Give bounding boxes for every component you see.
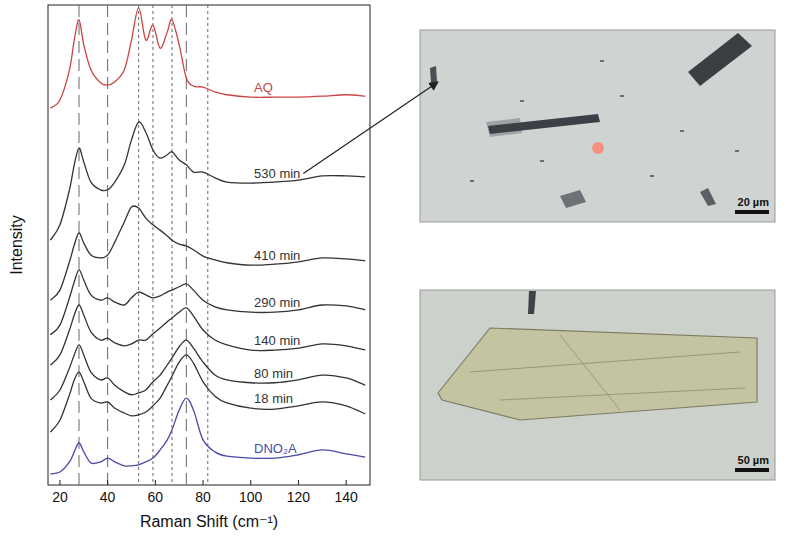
spectrum-line [50, 305, 365, 365]
x-axis-title: Raman Shift (cm⁻¹) [140, 513, 278, 530]
reference-line [107, 5, 108, 485]
pointer-arrow [303, 82, 438, 173]
series-label: DNO₂A [254, 441, 297, 456]
laser-spot [592, 142, 604, 154]
series-label: 290 min [254, 295, 300, 310]
spectrum-line [50, 355, 365, 432]
reference-line [138, 5, 139, 485]
debris [470, 180, 474, 182]
scale-bar-label: 50 µm [738, 454, 770, 466]
spectrum-line [50, 270, 365, 335]
x-tick-label: 100 [239, 489, 263, 505]
x-tick-label: 40 [100, 489, 116, 505]
photo-frame [420, 30, 775, 222]
reference-line [152, 5, 153, 485]
spectrum-line [50, 340, 365, 400]
x-tick [346, 480, 347, 485]
reference-line [79, 5, 80, 485]
x-tick [250, 480, 251, 485]
scale-bar [735, 468, 769, 472]
plot-frame [48, 5, 370, 485]
series-label: 530 min [254, 166, 300, 181]
reference-line [172, 5, 173, 485]
x-tick [59, 480, 60, 485]
crystal [528, 291, 536, 314]
spectrum-line [50, 8, 365, 108]
crystal [488, 114, 600, 134]
debris [650, 175, 654, 177]
x-tick-label: 60 [148, 489, 164, 505]
figure: AQ 530 min 410 min 290 min 140 min 80 min 18 m… [0, 0, 802, 538]
debris [735, 150, 739, 152]
photo-frame [420, 290, 775, 480]
plot-area [50, 5, 365, 485]
debris [620, 95, 624, 97]
scale-bar-label: 20 µm [738, 196, 770, 208]
crystal [688, 33, 752, 86]
series-label: 140 min [254, 333, 300, 348]
spectrum-line [50, 206, 365, 300]
x-tick-label: 140 [334, 489, 358, 505]
debris [600, 60, 604, 62]
y-axis-title: Intensity [8, 215, 25, 275]
micrograph-bottom: 50 µm [420, 290, 775, 480]
series-label: 410 min [254, 248, 300, 263]
crystal [438, 328, 757, 420]
debris [680, 130, 684, 132]
x-tick-label: 120 [287, 489, 311, 505]
crystal [430, 66, 437, 84]
crystal [700, 188, 716, 206]
micrograph-top: 20 µm [420, 30, 775, 222]
x-tick [203, 480, 204, 485]
scale-bar [735, 210, 769, 214]
series-label: AQ [254, 80, 273, 95]
series-label: 18 min [254, 391, 293, 406]
x-tick [107, 480, 108, 485]
crystal-edge [470, 335, 745, 410]
debris [540, 160, 544, 162]
series-label: 80 min [254, 366, 293, 381]
x-tick [155, 480, 156, 485]
debris [520, 100, 524, 102]
x-tick-label: 80 [195, 489, 211, 505]
spectrum-line [50, 398, 365, 474]
crystal [560, 190, 586, 208]
spectrum-line [50, 122, 365, 240]
reference-line [207, 5, 208, 485]
x-tick [298, 480, 299, 485]
x-tick-label: 20 [52, 489, 68, 505]
